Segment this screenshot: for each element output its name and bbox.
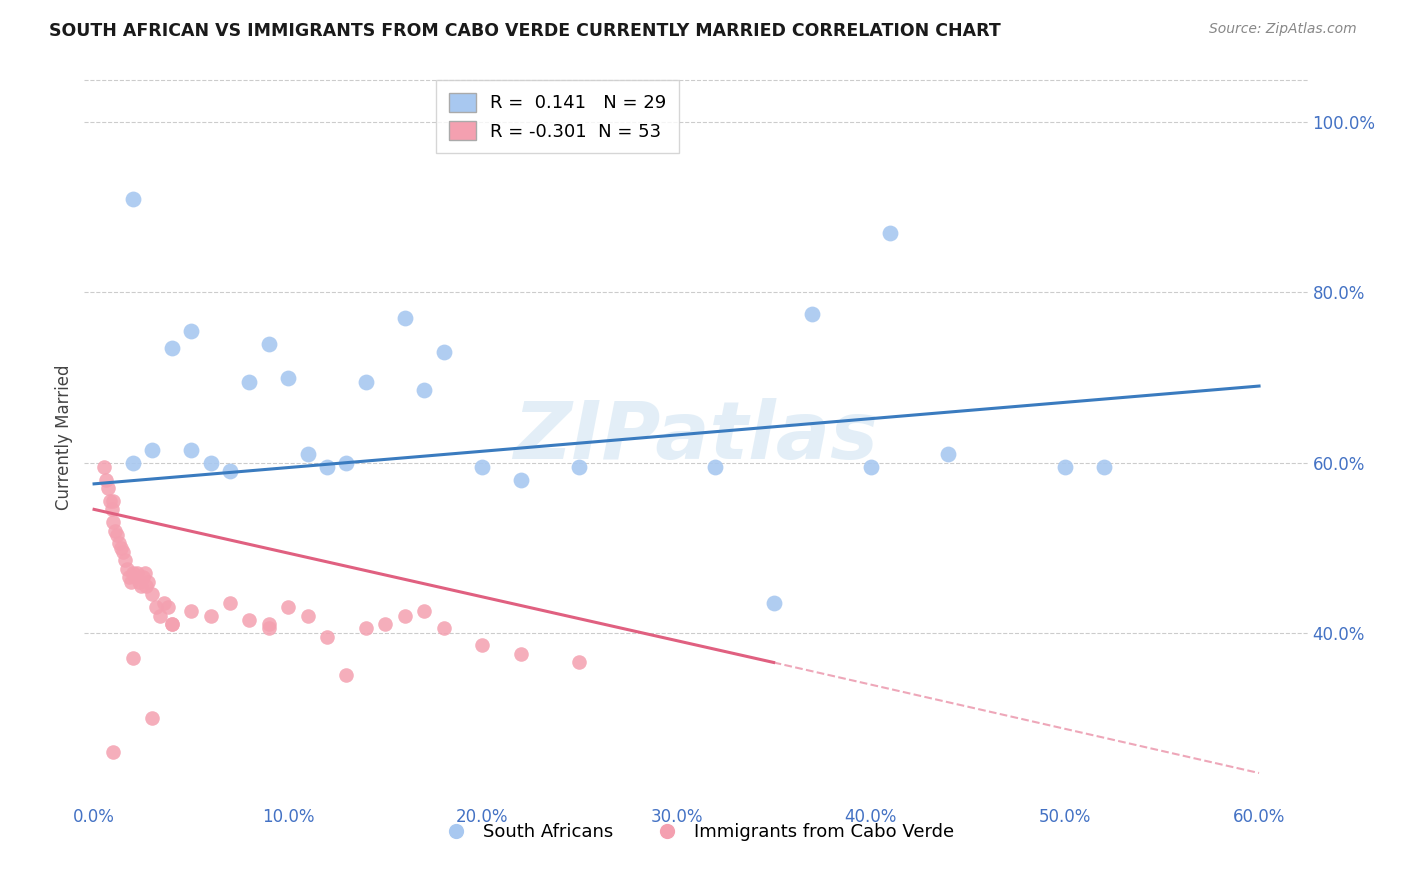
Point	[134, 566, 156, 581]
Point	[103, 494, 125, 508]
Point	[93, 459, 115, 474]
Point	[124, 570, 146, 584]
Y-axis label: Currently Married: Currently Married	[55, 364, 73, 510]
Legend: South Africans, Immigrants from Cabo Verde: South Africans, Immigrants from Cabo Ver…	[430, 816, 962, 848]
Point	[354, 622, 377, 636]
Point	[354, 375, 377, 389]
Point	[98, 494, 121, 508]
Point	[859, 459, 882, 474]
Point	[122, 192, 145, 206]
Point	[110, 541, 132, 555]
Point	[103, 745, 125, 759]
Point	[100, 502, 122, 516]
Point	[374, 617, 396, 632]
Point	[105, 528, 128, 542]
Point	[160, 617, 183, 632]
Point	[156, 600, 179, 615]
Text: Source: ZipAtlas.com: Source: ZipAtlas.com	[1209, 22, 1357, 37]
Point	[122, 456, 145, 470]
Point	[297, 447, 319, 461]
Point	[180, 604, 202, 618]
Point	[801, 307, 824, 321]
Point	[145, 600, 167, 615]
Point	[394, 608, 416, 623]
Point	[160, 341, 183, 355]
Point	[316, 630, 339, 644]
Point	[762, 596, 785, 610]
Point	[316, 459, 339, 474]
Point	[131, 570, 153, 584]
Point	[432, 622, 454, 636]
Point	[257, 617, 280, 632]
Point	[108, 536, 131, 550]
Point	[128, 574, 150, 589]
Point	[180, 442, 202, 457]
Text: ZIPatlas: ZIPatlas	[513, 398, 879, 476]
Point	[180, 324, 202, 338]
Point	[335, 456, 357, 470]
Point	[510, 647, 533, 661]
Point	[297, 608, 319, 623]
Point	[938, 447, 960, 461]
Point	[118, 570, 141, 584]
Point	[104, 524, 127, 538]
Point	[413, 384, 436, 398]
Point	[97, 481, 120, 495]
Point	[219, 464, 242, 478]
Point	[103, 515, 125, 529]
Point	[1092, 459, 1115, 474]
Point	[115, 562, 138, 576]
Point	[200, 456, 222, 470]
Point	[432, 345, 454, 359]
Point	[568, 459, 591, 474]
Point	[138, 574, 160, 589]
Text: SOUTH AFRICAN VS IMMIGRANTS FROM CABO VERDE CURRENTLY MARRIED CORRELATION CHART: SOUTH AFRICAN VS IMMIGRANTS FROM CABO VE…	[49, 22, 1001, 40]
Point	[94, 473, 117, 487]
Point	[257, 622, 280, 636]
Point	[510, 473, 533, 487]
Point	[879, 226, 901, 240]
Point	[114, 553, 136, 567]
Point	[704, 459, 727, 474]
Point	[277, 600, 299, 615]
Point	[135, 579, 157, 593]
Point	[200, 608, 222, 623]
Point	[160, 617, 183, 632]
Point	[141, 587, 163, 601]
Point	[141, 442, 163, 457]
Point	[149, 608, 172, 623]
Point	[335, 668, 357, 682]
Point	[112, 545, 135, 559]
Point	[120, 574, 142, 589]
Point	[153, 596, 176, 610]
Point	[238, 613, 260, 627]
Point	[471, 639, 494, 653]
Point	[257, 336, 280, 351]
Point	[129, 579, 152, 593]
Point	[122, 651, 145, 665]
Point	[394, 311, 416, 326]
Point	[277, 370, 299, 384]
Point	[219, 596, 242, 610]
Point	[141, 711, 163, 725]
Point	[471, 459, 494, 474]
Point	[413, 604, 436, 618]
Point	[568, 656, 591, 670]
Point	[1053, 459, 1076, 474]
Point	[125, 566, 148, 581]
Point	[122, 566, 145, 581]
Point	[238, 375, 260, 389]
